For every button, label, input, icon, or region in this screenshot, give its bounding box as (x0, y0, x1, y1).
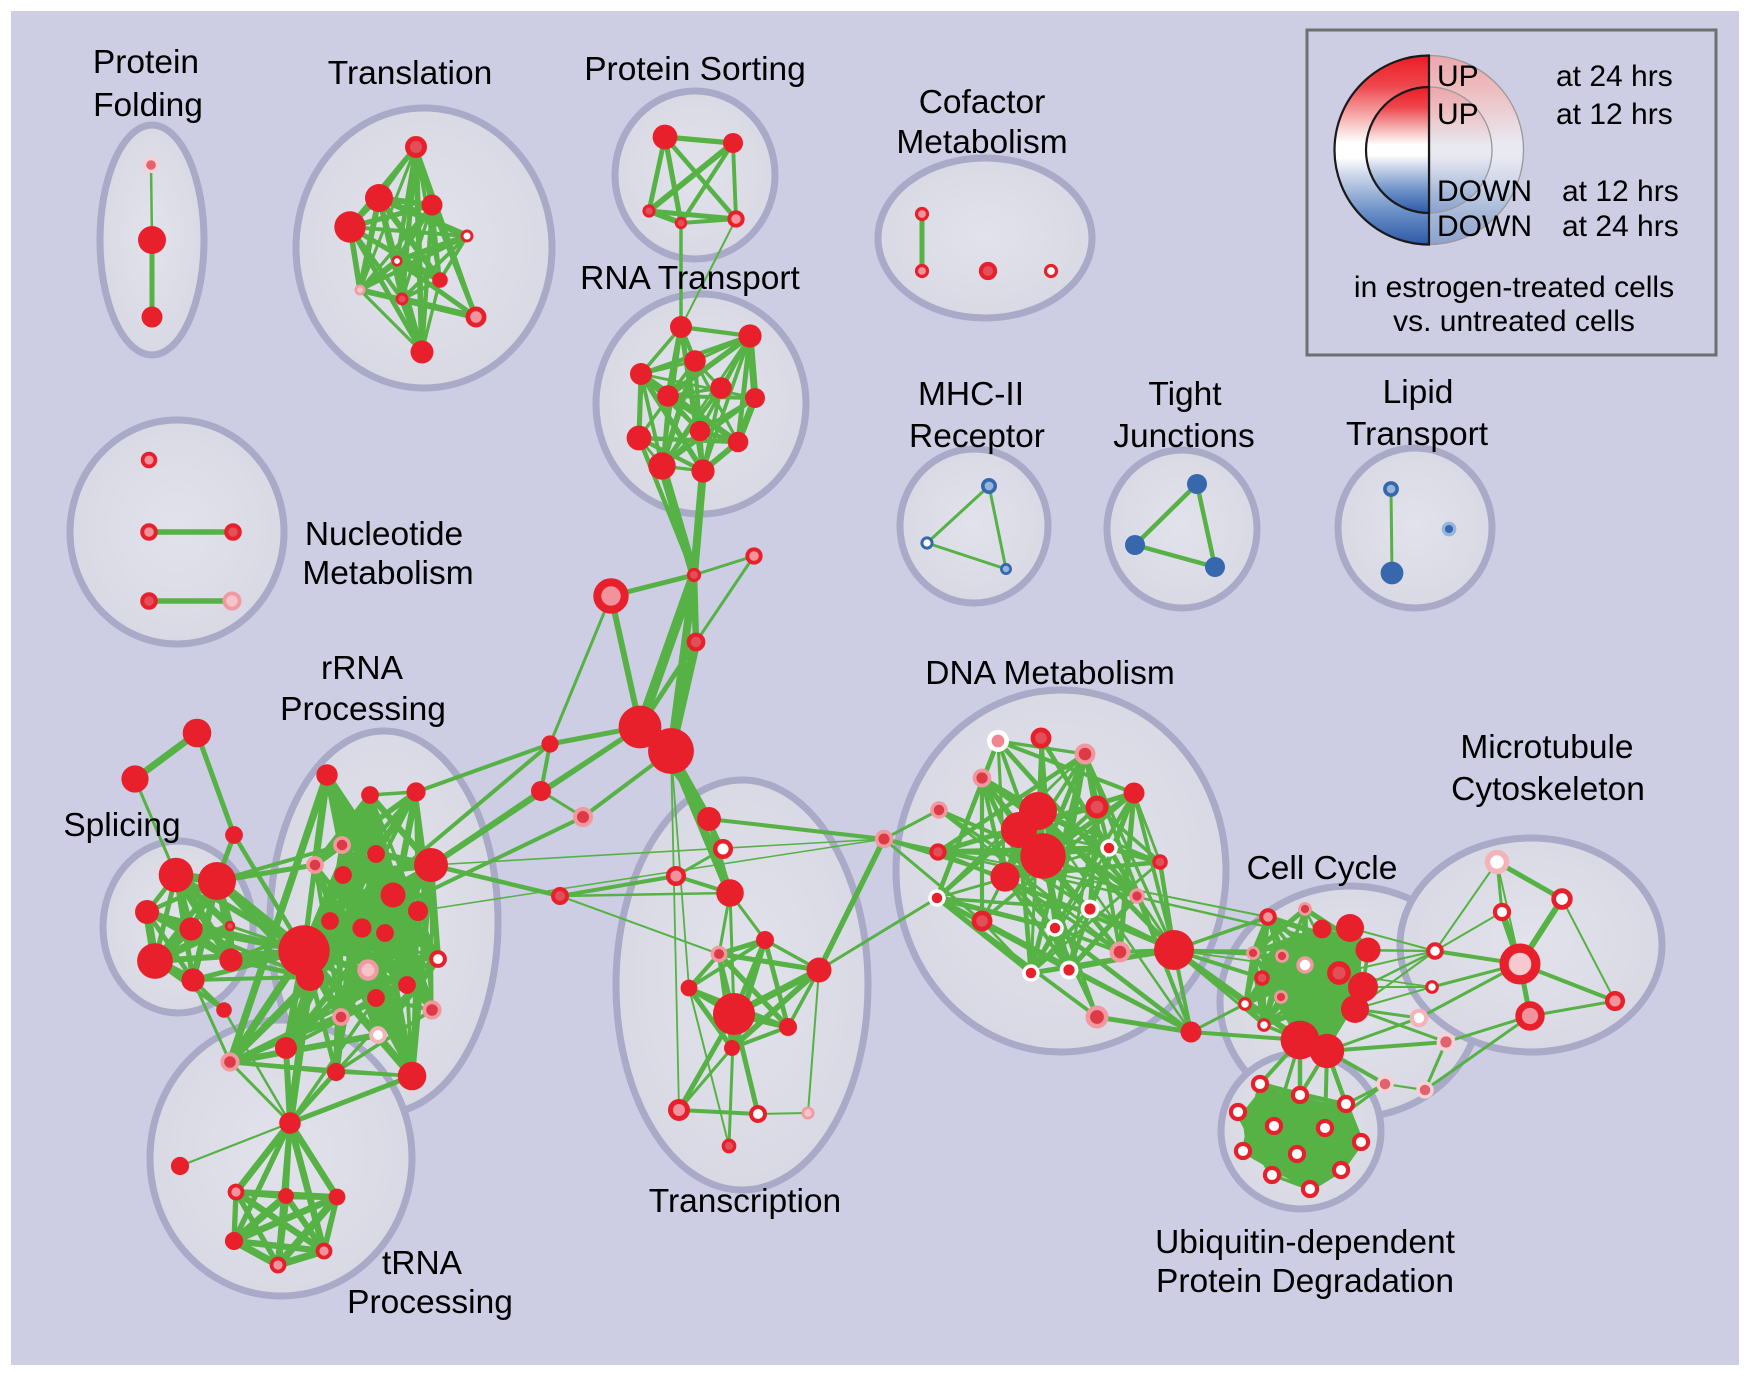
svg-text:Protein: Protein (93, 44, 199, 81)
svg-text:tRNA: tRNA (382, 1245, 463, 1282)
svg-text:Nucleotide: Nucleotide (305, 516, 463, 553)
svg-text:Junctions: Junctions (1113, 418, 1255, 455)
svg-text:at 12 hrs: at 12 hrs (1556, 98, 1673, 131)
svg-text:Protein Sorting: Protein Sorting (584, 51, 806, 88)
svg-text:at 12 hrs: at 12 hrs (1562, 175, 1679, 208)
svg-text:DOWN: DOWN (1437, 175, 1532, 208)
svg-text:Translation: Translation (328, 55, 492, 92)
svg-text:Cell Cycle: Cell Cycle (1247, 850, 1398, 887)
svg-text:DNA Metabolism: DNA Metabolism (925, 655, 1174, 692)
svg-text:UP: UP (1437, 60, 1479, 93)
svg-text:Transcription: Transcription (649, 1183, 841, 1220)
svg-text:in estrogen-treated cells: in estrogen-treated cells (1354, 271, 1674, 304)
svg-text:vs. untreated cells: vs. untreated cells (1393, 305, 1635, 338)
svg-text:Receptor: Receptor (909, 418, 1045, 455)
svg-text:Cytoskeleton: Cytoskeleton (1451, 771, 1645, 808)
svg-text:Ubiquitin-dependent: Ubiquitin-dependent (1155, 1224, 1456, 1261)
svg-text:at 24 hrs: at 24 hrs (1556, 60, 1673, 93)
svg-text:DOWN: DOWN (1437, 210, 1532, 243)
svg-text:UP: UP (1437, 98, 1479, 131)
svg-text:Microtubule: Microtubule (1460, 729, 1633, 766)
svg-text:at 24 hrs: at 24 hrs (1562, 210, 1679, 243)
svg-text:Lipid: Lipid (1383, 374, 1454, 411)
svg-text:rRNA: rRNA (321, 650, 404, 687)
svg-text:Transport: Transport (1346, 416, 1489, 453)
svg-text:MHC-II: MHC-II (918, 376, 1024, 413)
svg-text:Metabolism: Metabolism (302, 555, 473, 592)
svg-text:Protein Degradation: Protein Degradation (1156, 1263, 1454, 1300)
svg-text:Splicing: Splicing (63, 807, 180, 844)
svg-text:RNA Transport: RNA Transport (580, 260, 800, 297)
svg-text:Tight: Tight (1148, 376, 1222, 413)
svg-text:Processing: Processing (280, 691, 446, 728)
svg-text:Cofactor: Cofactor (919, 84, 1046, 121)
svg-text:Folding: Folding (93, 87, 203, 124)
svg-text:Processing: Processing (347, 1284, 513, 1321)
svg-text:Metabolism: Metabolism (896, 124, 1067, 161)
